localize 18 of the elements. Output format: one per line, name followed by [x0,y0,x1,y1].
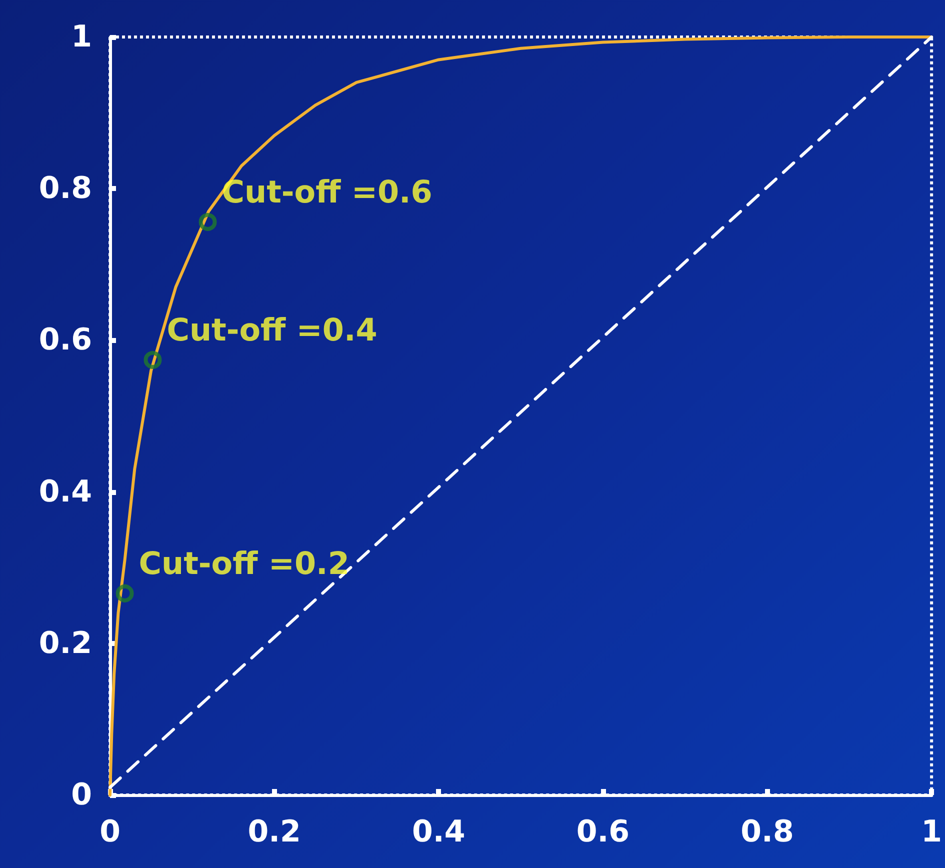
annotation: Cut-off =0.4 [166,312,378,348]
point [144,350,162,369]
y-tick-label: 0.8 [38,171,92,206]
y-tick-label: 0.4 [38,474,92,510]
y-tick-label: 0.6 [38,322,92,358]
y-tick-label: 0 [71,778,92,812]
point [116,584,134,602]
x-tick-label: 0.6 [576,814,630,850]
y-tick-label: 1 [71,20,92,54]
x-tick-label: 0.4 [412,814,466,850]
x-tick-label: 1 [921,814,942,850]
annotation: Cut-off =0.2 [138,546,350,582]
point [198,212,217,231]
x-tick-label: 0.2 [248,814,301,850]
y-tick-label: 0.2 [38,626,92,661]
x-tick-label: 0.8 [740,814,794,850]
annotation: Cut-off =0.6 [222,174,432,210]
x-tick-label: 0 [100,814,120,850]
